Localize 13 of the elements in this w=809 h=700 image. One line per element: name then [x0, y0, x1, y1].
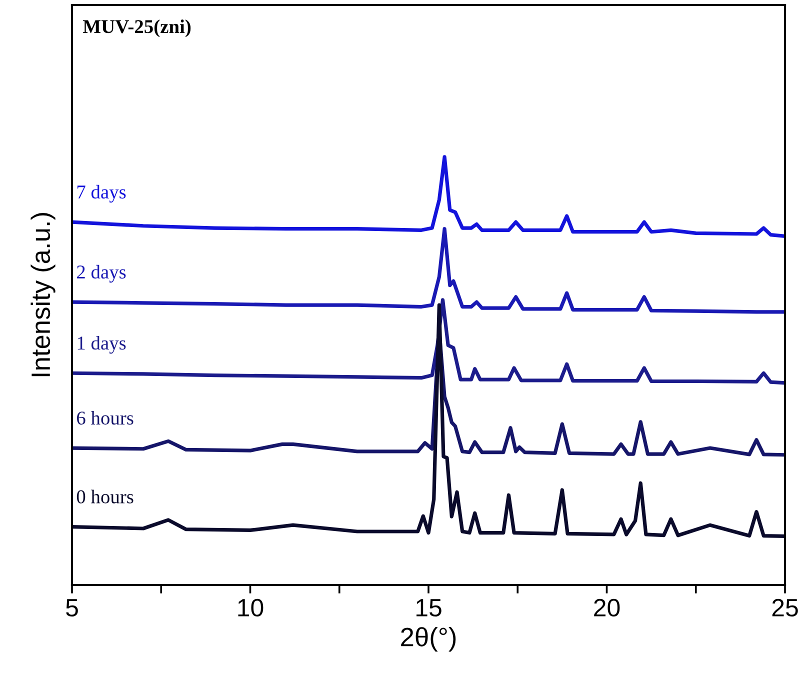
x-tick-label: 25	[772, 598, 798, 617]
series-label: 1 days	[78, 336, 126, 354]
series-label: 2 days	[77, 264, 126, 283]
series-label: 6 hours	[77, 410, 134, 425]
x-axis-title: 2θ(°)	[401, 627, 456, 652]
x-tick-label: 5	[66, 599, 78, 617]
x-tick-label: 15	[416, 599, 442, 617]
x-tick-label: 20	[594, 598, 620, 617]
chart-title: MUV-25(zni)	[83, 20, 191, 38]
series-label: 0 hours	[76, 490, 134, 504]
x-tick-label: 10	[238, 598, 264, 617]
y-axis-title: Intensity (a.u.)	[30, 213, 56, 376]
series-label: 7 days	[77, 184, 126, 203]
